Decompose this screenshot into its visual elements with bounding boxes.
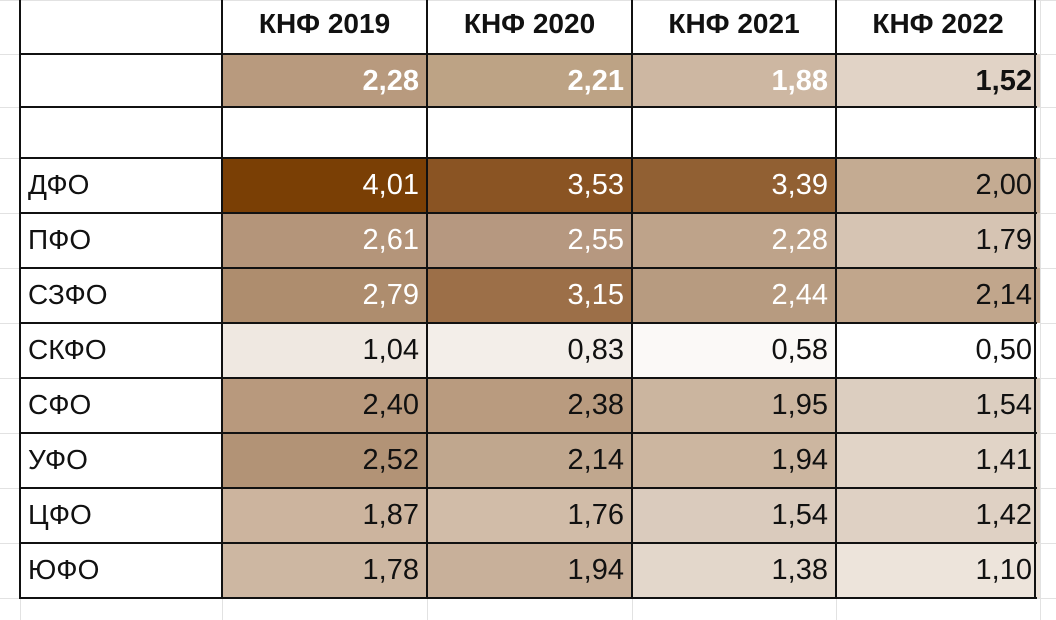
table-value-cell[interactable]: 0,58 [632, 323, 836, 378]
table-border-horizontal [19, 53, 1037, 55]
header-corner-cell[interactable] [20, 0, 222, 54]
region-label-cell[interactable]: ДФО [28, 169, 90, 200]
column-header-cell[interactable]: КНФ 2021 [668, 8, 800, 39]
table-value-cell[interactable]: 1,94 [427, 543, 632, 598]
empty-cell[interactable] [836, 107, 1040, 158]
region-label-cell[interactable]: ЮФО [28, 554, 100, 585]
region-label-cell[interactable]: УФО [28, 444, 88, 475]
table-border-vertical [426, 0, 428, 599]
table-value-cell[interactable]: 3,15 [427, 268, 632, 323]
table-value-cell[interactable]: 1,54 [836, 378, 1040, 433]
table-value-cell[interactable]: 1,94 [632, 433, 836, 488]
table-value-cell[interactable]: 1,87 [222, 488, 427, 543]
region-label-cell[interactable]: СКФО [28, 334, 107, 365]
table-value-cell[interactable]: 4,01 [222, 158, 427, 213]
table-value-cell[interactable]: 2,00 [836, 158, 1040, 213]
column-header-cell[interactable]: КНФ 2020 [463, 8, 596, 39]
table-value-cell[interactable]: 3,39 [632, 158, 836, 213]
empty-cell[interactable] [632, 107, 836, 158]
region-label-cell[interactable]: ЦФО [28, 499, 92, 530]
table-border-horizontal [19, 106, 1037, 108]
table-border-horizontal [19, 322, 1037, 324]
table-value-cell[interactable]: 1,76 [427, 488, 632, 543]
column-header-cell[interactable]: КНФ 2022 [872, 8, 1004, 39]
table-border-horizontal [19, 597, 1037, 599]
table-border-vertical [19, 0, 21, 599]
table-value-cell[interactable]: 2,38 [427, 378, 632, 433]
table-value-cell[interactable]: 2,14 [836, 268, 1040, 323]
table-border-vertical [835, 0, 837, 599]
table-value-cell[interactable]: 0,83 [427, 323, 632, 378]
table-value-cell[interactable]: 2,40 [222, 378, 427, 433]
summary-label-cell[interactable] [20, 54, 222, 107]
table-value-cell[interactable]: 2,44 [632, 268, 836, 323]
table-border-horizontal [19, 432, 1037, 434]
table-value-cell[interactable]: 2,14 [427, 433, 632, 488]
table-border-horizontal [19, 157, 1037, 159]
table-border-horizontal [19, 377, 1037, 379]
table-value-cell[interactable]: 1,04 [222, 323, 427, 378]
empty-cell[interactable] [222, 107, 427, 158]
region-label-cell[interactable]: СФО [28, 389, 92, 420]
table-border-vertical [631, 0, 633, 599]
table-value-cell[interactable]: 2,28 [632, 213, 836, 268]
table-value-cell[interactable]: 1,95 [632, 378, 836, 433]
summary-value-cell[interactable]: 2,21 [427, 54, 632, 107]
region-label-cell[interactable]: ПФО [28, 224, 92, 255]
table-value-cell[interactable]: 2,61 [222, 213, 427, 268]
table-border-vertical [221, 0, 223, 599]
column-header-cell[interactable]: КНФ 2019 [258, 8, 391, 39]
table-value-cell[interactable]: 1,10 [836, 543, 1040, 598]
region-label-cell[interactable]: СЗФО [28, 279, 108, 310]
table-value-cell[interactable]: 1,42 [836, 488, 1040, 543]
grid-row-line-0 [0, 0, 1056, 1]
grid-column-line-5 [1040, 0, 1041, 620]
summary-value-cell[interactable]: 2,28 [222, 54, 427, 107]
empty-cell[interactable] [20, 107, 222, 158]
table-border-vertical [1034, 0, 1036, 599]
table-value-cell[interactable]: 3,53 [427, 158, 632, 213]
table-value-cell[interactable]: 1,38 [632, 543, 836, 598]
table-value-cell[interactable]: 1,78 [222, 543, 427, 598]
table-value-cell[interactable]: 0,50 [836, 323, 1040, 378]
table-value-cell[interactable]: 2,52 [222, 433, 427, 488]
table-value-cell[interactable]: 2,79 [222, 268, 427, 323]
table-border-horizontal [19, 542, 1037, 544]
table-value-cell[interactable]: 1,41 [836, 433, 1040, 488]
table-value-cell[interactable]: 2,55 [427, 213, 632, 268]
table-value-cell[interactable]: 1,54 [632, 488, 836, 543]
table-value-cell[interactable]: 1,79 [836, 213, 1040, 268]
table-border-horizontal [19, 267, 1037, 269]
empty-cell[interactable] [427, 107, 632, 158]
table-border-horizontal [19, 487, 1037, 489]
summary-value-cell[interactable]: 1,52 [836, 54, 1040, 107]
summary-value-cell[interactable]: 1,88 [632, 54, 836, 107]
table-border-horizontal [19, 212, 1037, 214]
